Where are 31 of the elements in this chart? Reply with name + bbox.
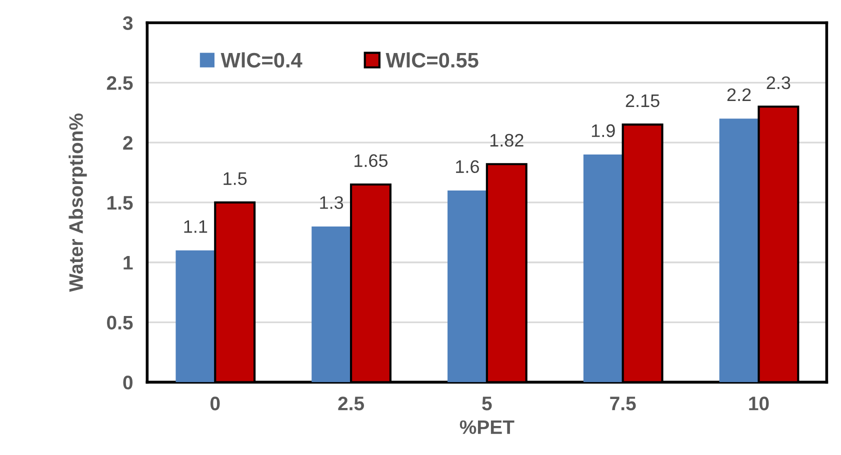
bar <box>312 226 352 382</box>
y-tick-label: 2.5 <box>106 76 133 90</box>
bar <box>719 118 759 382</box>
data-label: 2.15 <box>626 94 660 108</box>
data-label: 2.3 <box>766 76 790 90</box>
x-tick-label: 5 <box>482 396 492 410</box>
x-axis-title: %PET <box>460 420 514 434</box>
y-axis-title: Water Absorption% <box>68 114 87 292</box>
x-tick-label: 0 <box>210 396 220 410</box>
y-tick-label: 1 <box>124 256 133 270</box>
x-tick-label: 7.5 <box>610 396 636 410</box>
data-label: 1.5 <box>224 172 247 186</box>
bar <box>176 250 216 382</box>
y-tick-label: 1.5 <box>107 196 133 210</box>
bar <box>448 190 487 382</box>
x-tick-label: 10 <box>749 396 769 410</box>
y-tick-label: 3 <box>122 16 133 30</box>
y-tick-label: 0.5 <box>107 316 133 330</box>
x-tick-label: 2.5 <box>338 396 364 410</box>
data-label: 1.82 <box>490 134 524 147</box>
legend-label: WlC=0.4 <box>220 52 302 68</box>
data-label: 1.65 <box>354 154 388 168</box>
data-label: 2.2 <box>727 88 751 101</box>
y-tick-label: 2 <box>123 136 133 150</box>
bar <box>583 154 623 382</box>
legend-label: WlC=0.55 <box>386 52 478 68</box>
data-label: 1.1 <box>184 220 208 233</box>
data-label: 1.3 <box>320 196 344 209</box>
data-label: 1.9 <box>592 124 615 138</box>
y-tick-label: 0 <box>123 376 132 390</box>
data-label: 1.6 <box>456 160 479 174</box>
